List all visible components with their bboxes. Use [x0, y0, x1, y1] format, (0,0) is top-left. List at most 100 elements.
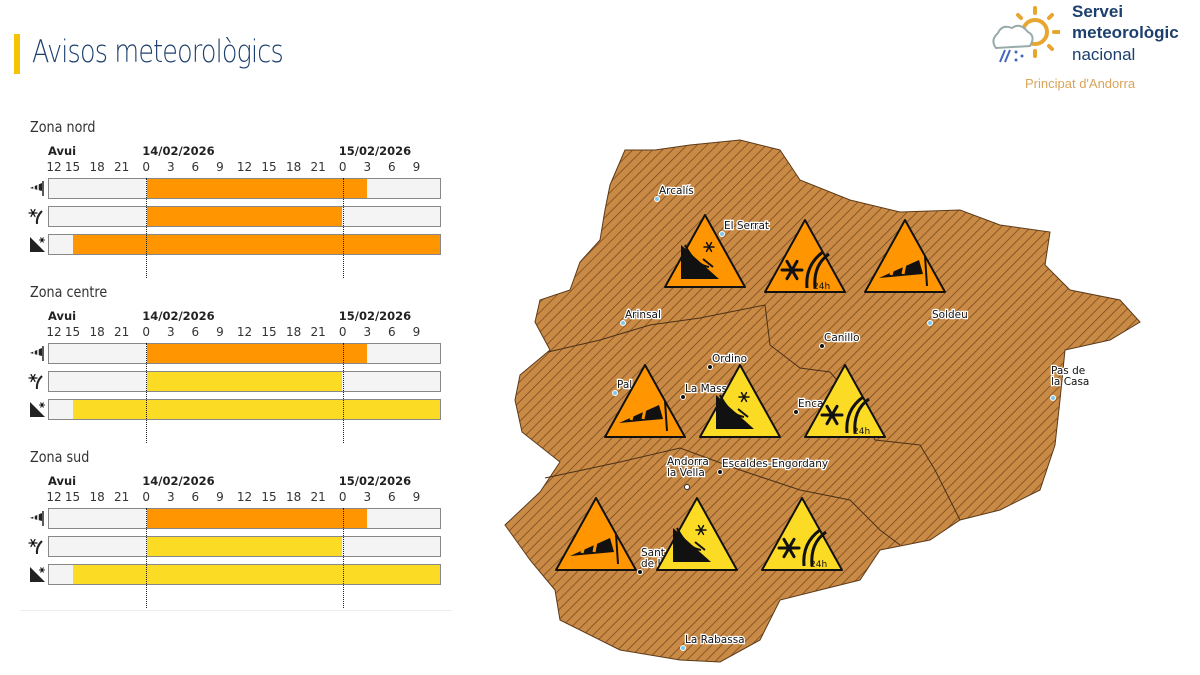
warning-period-bar — [73, 400, 440, 419]
town-label: Andorra — [667, 456, 709, 468]
town-label: La Rabassa — [685, 634, 745, 646]
hour-tick: 3 — [166, 160, 175, 174]
snow-icon — [28, 372, 46, 390]
hour-tick: 3 — [363, 490, 372, 504]
warning-period-bar — [146, 509, 367, 528]
hour-tick: 9 — [216, 490, 224, 504]
hour-tick: 21 — [310, 325, 326, 339]
windsock-icon — [879, 255, 928, 287]
zone-1-panel: Zona centre Avui 14/02/2026 15/02/2026 12 15 1… — [20, 283, 452, 443]
hour-tick: 9 — [216, 160, 224, 174]
town-marker: Canillo — [819, 331, 861, 349]
hour-tick: 18 — [285, 160, 302, 174]
zone-title: Zona centre — [30, 283, 108, 301]
hour-tick: 12 — [236, 160, 253, 174]
sud-wind-warning-sign[interactable] — [555, 497, 637, 571]
day-divider — [342, 178, 344, 278]
hour-tick: 0 — [338, 490, 347, 504]
hour-tick: 6 — [191, 490, 200, 504]
warning-period-bar — [146, 372, 343, 391]
warning-period-bar — [73, 565, 440, 584]
hour-tick: 6 — [388, 160, 396, 174]
hour-tick: 3 — [363, 160, 372, 174]
hour-tick: 6 — [388, 490, 396, 504]
town-label: El Serrat — [724, 220, 769, 232]
zone-0-panel: Zona nord Avui 14/02/2026 15/02/2026 12 15 18 2… — [20, 118, 452, 278]
town-label: Canillo — [824, 332, 860, 344]
town-label: Soldeu — [932, 309, 968, 321]
hour-tick: 3 — [363, 325, 372, 339]
zone-2-panel: Zona sud Avui 14/02/2026 15/02/2026 12 15 18 21… — [20, 448, 452, 608]
zone-border-nord-centre — [547, 304, 961, 521]
nord-wind-warning-sign[interactable] — [864, 219, 946, 293]
snow-road-icon: 24h — [777, 528, 827, 570]
avalanche-icon — [716, 391, 754, 429]
hour-tick: 15 — [261, 325, 277, 339]
day-label: 15/02/2026 — [338, 474, 412, 488]
hour-tick: 18 — [285, 490, 302, 504]
smn-logo: Servei meteorològic nacional Principat d… — [980, 0, 1200, 100]
avalanche-icon — [681, 241, 719, 279]
day-label: 15/02/2026 — [338, 309, 412, 323]
hour-tick: 12 — [236, 325, 253, 339]
weather-logo-icon — [992, 6, 1060, 63]
hour-tick: 12 — [46, 325, 62, 339]
hour-tick: 21 — [114, 490, 130, 504]
snow-icon — [28, 537, 46, 555]
hour-tick: 6 — [191, 160, 200, 174]
centre-wind-warning-sign[interactable] — [604, 364, 686, 438]
hour-tick: 9 — [216, 325, 224, 339]
hour-tick: 12 — [46, 160, 62, 174]
town-marker: Soldeu — [927, 308, 969, 326]
page-title: Avisos meteorològics — [32, 34, 284, 70]
hour-tick: 15 — [261, 160, 277, 174]
divider — [20, 610, 452, 611]
nord-snow-warning-sign[interactable]: 24h — [764, 219, 846, 293]
town-label: Pal — [617, 379, 632, 391]
sud-avalanche-warning-sign[interactable] — [656, 497, 738, 571]
warning-period-bar — [146, 179, 367, 198]
windsock-icon — [570, 533, 619, 565]
wind-icon — [28, 344, 46, 362]
day-divider — [146, 178, 148, 278]
zone-border-centre-sud — [544, 447, 901, 546]
town-label: Escaldes-Engordany — [722, 458, 828, 470]
svg-text:24h: 24h — [813, 282, 830, 292]
logo-line-2: meteorològic — [1072, 23, 1179, 42]
warning-period-bar — [146, 207, 343, 226]
town-label: Ordino — [712, 353, 747, 365]
town-marker: Pal — [612, 378, 633, 396]
hour-tick: 0 — [338, 160, 347, 174]
day-label: 14/02/2026 — [142, 309, 215, 323]
windsock-icon — [619, 400, 668, 432]
sud-snow-warning-sign[interactable]: 24h — [761, 497, 843, 571]
hour-tick: 12 — [236, 490, 253, 504]
town-marker: Arinsal — [620, 308, 662, 326]
day-label: Avui — [48, 474, 77, 488]
hour-tick: 12 — [46, 490, 62, 504]
centre-avalanche-warning-sign[interactable] — [699, 364, 781, 438]
hour-tick: 15 — [261, 490, 277, 504]
title-accent-bar — [14, 34, 20, 74]
hour-tick: 18 — [285, 325, 302, 339]
day-divider — [146, 508, 148, 608]
nord-avalanche-warning-sign[interactable] — [664, 214, 746, 288]
svg-text:24h: 24h — [853, 427, 870, 437]
hour-tick: 0 — [142, 325, 151, 339]
town-label: la Vella — [667, 467, 705, 479]
day-label: 14/02/2026 — [142, 474, 215, 488]
centre-snow-warning-sign[interactable]: 24h — [804, 364, 886, 438]
wind-icon — [28, 179, 46, 197]
snow-road-icon: 24h — [820, 395, 870, 437]
hour-tick: 15 — [64, 490, 81, 504]
andorra-outline — [504, 139, 1141, 663]
hour-tick: 21 — [310, 490, 326, 504]
avalanche-icon — [28, 235, 46, 253]
town-label: Sant — [641, 547, 665, 559]
day-label: 14/02/2026 — [142, 144, 215, 158]
hour-tick: 21 — [310, 160, 326, 174]
snow-road-icon: 24h — [780, 250, 830, 292]
